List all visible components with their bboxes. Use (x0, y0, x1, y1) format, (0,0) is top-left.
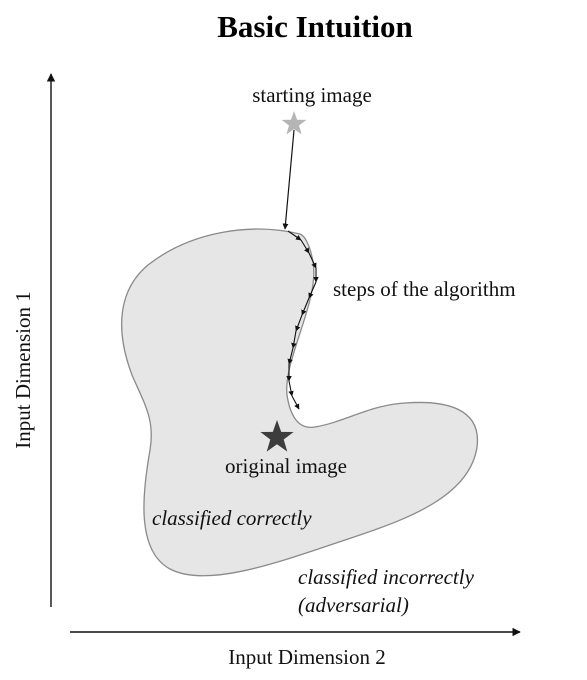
diagram-title: Basic Intuition (217, 9, 413, 44)
classified-incorrectly-label: classified incorrectly (298, 565, 475, 589)
original-image-star (260, 420, 294, 452)
starting-image-star (281, 111, 307, 135)
y-axis-label: Input Dimension 1 (11, 291, 35, 449)
classified-correctly-label: classified correctly (152, 506, 312, 530)
steps-label: steps of the algorithm (333, 277, 516, 301)
x-axis-label: Input Dimension 2 (228, 645, 386, 669)
starting-image-label: starting image (252, 83, 372, 107)
algorithm-steps (286, 230, 319, 410)
adversarial-label: (adversarial) (298, 593, 409, 617)
correct-region (121, 228, 479, 577)
initial-step-arrow (282, 129, 295, 230)
original-image-label: original image (225, 454, 347, 478)
